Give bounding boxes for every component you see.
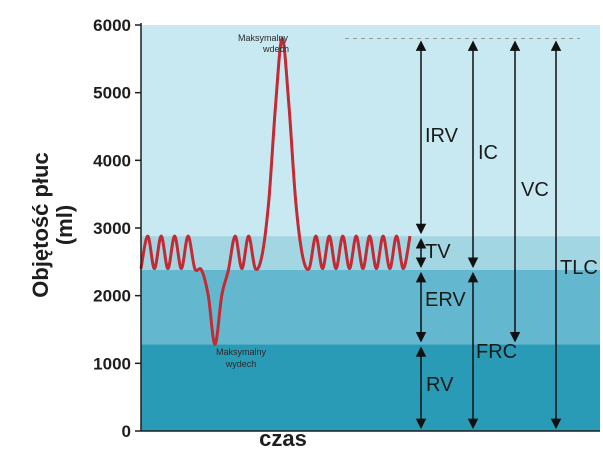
y-ticks: 0 1000 2000 3000 4000 5000 6000	[93, 16, 141, 441]
erv-label: ERV	[425, 289, 466, 311]
volume-arrows	[415, 40, 562, 430]
tv-label: TV	[425, 241, 451, 263]
irv-label: IRV	[425, 125, 459, 147]
y-tick-label: 6000	[93, 16, 131, 35]
volume-bands	[141, 25, 600, 431]
max-exhale-annotation-line2: wydech	[225, 359, 257, 369]
ic-label: IC	[478, 142, 498, 164]
y-axis-label-line1: Objętość płuc	[28, 152, 53, 297]
y-tick-label: 4000	[93, 151, 131, 170]
x-axis-label: czas	[259, 426, 307, 450]
y-tick-label: 5000	[93, 84, 131, 103]
y-tick-label: 3000	[93, 219, 131, 238]
rv-label: RV	[426, 374, 454, 396]
max-exhale-annotation-line1: Maksymalny	[216, 347, 267, 357]
max-inhale-annotation-line1: Maksymalny	[238, 33, 289, 43]
y-axis-label-line2: (ml)	[52, 205, 77, 245]
y-tick-label: 0	[122, 422, 131, 441]
y-tick-label: 2000	[93, 287, 131, 306]
irv-band	[141, 25, 600, 237]
y-tick-label: 1000	[93, 354, 131, 373]
tlc-label: TLC	[560, 257, 598, 279]
max-inhale-annotation-line2: wdech	[262, 44, 289, 54]
rv-band	[141, 344, 600, 431]
vc-label: VC	[521, 179, 549, 201]
breathing-curve	[139, 36, 412, 346]
frc-label: FRC	[476, 341, 517, 363]
